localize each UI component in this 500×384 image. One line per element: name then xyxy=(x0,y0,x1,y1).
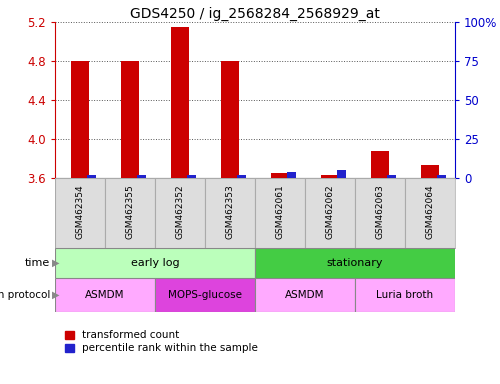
Bar xyxy=(221,61,239,178)
Text: ASMDM: ASMDM xyxy=(285,290,325,300)
Bar xyxy=(255,278,355,312)
Bar xyxy=(421,166,439,178)
Text: GSM462352: GSM462352 xyxy=(176,184,184,239)
Bar xyxy=(255,178,305,248)
Bar xyxy=(321,175,339,178)
Text: GSM462064: GSM462064 xyxy=(426,184,434,239)
Text: ▶: ▶ xyxy=(52,290,60,300)
Bar xyxy=(186,175,196,178)
Text: GSM462353: GSM462353 xyxy=(226,184,234,239)
Legend: transformed count, percentile rank within the sample: transformed count, percentile rank withi… xyxy=(65,330,258,353)
Bar xyxy=(405,178,455,248)
Text: Luria broth: Luria broth xyxy=(376,290,434,300)
Text: GSM462061: GSM462061 xyxy=(276,184,284,239)
Text: stationary: stationary xyxy=(327,258,384,268)
Bar xyxy=(55,248,255,278)
Bar xyxy=(72,61,89,178)
Text: GSM462355: GSM462355 xyxy=(126,184,134,239)
Bar xyxy=(371,151,389,178)
Bar xyxy=(136,175,145,178)
Bar xyxy=(171,27,189,178)
Bar xyxy=(155,278,255,312)
Bar xyxy=(121,61,139,178)
Bar xyxy=(55,178,105,248)
Text: time: time xyxy=(25,258,50,268)
Bar xyxy=(355,278,455,312)
Text: GSM462354: GSM462354 xyxy=(76,184,84,239)
Text: early log: early log xyxy=(130,258,180,268)
Text: ▶: ▶ xyxy=(52,258,60,268)
Bar xyxy=(55,278,155,312)
Bar xyxy=(205,178,255,248)
Bar xyxy=(436,175,446,178)
Title: GDS4250 / ig_2568284_2568929_at: GDS4250 / ig_2568284_2568929_at xyxy=(130,7,380,21)
Text: growth protocol: growth protocol xyxy=(0,290,50,300)
Bar xyxy=(155,178,205,248)
Bar xyxy=(336,170,345,178)
Bar xyxy=(355,178,405,248)
Bar xyxy=(86,175,96,178)
Text: ASMDM: ASMDM xyxy=(85,290,125,300)
Bar xyxy=(286,172,296,178)
Bar xyxy=(271,173,289,178)
Bar xyxy=(386,175,396,178)
Text: GSM462062: GSM462062 xyxy=(326,184,334,239)
Bar xyxy=(236,175,246,178)
Text: GSM462063: GSM462063 xyxy=(376,184,384,239)
Bar xyxy=(305,178,355,248)
Text: MOPS-glucose: MOPS-glucose xyxy=(168,290,242,300)
Bar xyxy=(105,178,155,248)
Bar xyxy=(255,248,455,278)
